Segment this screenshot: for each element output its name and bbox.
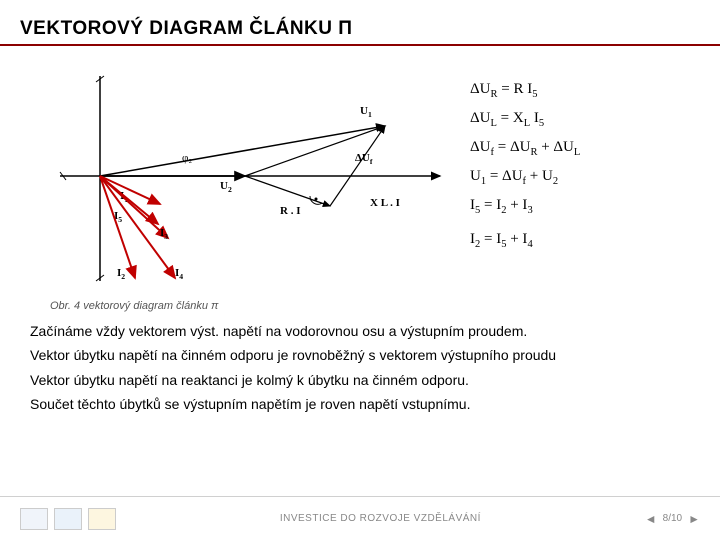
logo-2-icon — [54, 508, 82, 530]
next-page-icon[interactable]: ► — [688, 512, 700, 526]
eq-1: ΔUR = R I5 — [470, 76, 700, 105]
body-p4: Součet těchto úbytků se výstupním napětí… — [30, 393, 700, 415]
eq-2: ΔUL = XL I5 — [470, 105, 700, 134]
logo-strip — [20, 508, 116, 530]
footer-bar: INVESTICE DO ROZVOJE VZDĚLÁVÁNÍ ◄ 8/10 ► — [0, 496, 720, 540]
body-text: Začínáme vždy vektorem výst. napětí na v… — [0, 312, 720, 416]
logo-3-icon — [88, 508, 116, 530]
body-p2: Vektor úbytku napětí na činném odporu je… — [30, 344, 700, 366]
pager: ◄ 8/10 ► — [645, 512, 700, 526]
footer-text: INVESTICE DO ROZVOJE VZDĚLÁVÁNÍ — [116, 513, 645, 524]
eq-5: I5 = I2 + I3 — [470, 192, 700, 221]
page-title: VEKTOROVÝ DIAGRAM ČLÁNKU Π — [20, 18, 700, 40]
prev-page-icon[interactable]: ◄ — [645, 512, 657, 526]
equations-block: ΔUR = R I5 ΔUL = XL I5 ΔUf = ΔUR + ΔUL U… — [450, 56, 700, 296]
svg-text:X L . I: X L . I — [370, 197, 400, 209]
content-row: U1U2ΔUfR . IX L . II1I5I3I2I4φ₂ ΔUR = R … — [0, 46, 720, 296]
logo-1-icon — [20, 508, 48, 530]
svg-text:I2: I2 — [117, 267, 125, 281]
diagram-svg: U1U2ΔUfR . IX L . II1I5I3I2I4φ₂ — [20, 56, 450, 296]
eq-3: ΔUf = ΔUR + ΔUL — [470, 134, 700, 163]
svg-text:ΔUf: ΔUf — [355, 152, 373, 166]
body-p3: Vektor úbytku napětí na reaktanci je kol… — [30, 369, 700, 391]
figure-caption: Obr. 4 vektorový diagram článku π — [0, 296, 720, 312]
eq-6: I2 = I5 + I4 — [470, 226, 700, 255]
svg-text:R . I: R . I — [280, 205, 300, 217]
svg-text:I4: I4 — [175, 267, 183, 281]
title-bar: VEKTOROVÝ DIAGRAM ČLÁNKU Π — [0, 0, 720, 46]
body-p1: Začínáme vždy vektorem výst. napětí na v… — [30, 320, 700, 342]
svg-text:U1: U1 — [360, 105, 372, 119]
vector-diagram: U1U2ΔUfR . IX L . II1I5I3I2I4φ₂ — [20, 56, 450, 296]
svg-text:φ₂: φ₂ — [182, 152, 192, 164]
svg-text:I3: I3 — [160, 227, 168, 241]
page-indicator: 8/10 — [663, 513, 682, 524]
eq-4: U1 = ΔUf + U2 — [470, 163, 700, 192]
svg-text:U2: U2 — [220, 180, 232, 194]
